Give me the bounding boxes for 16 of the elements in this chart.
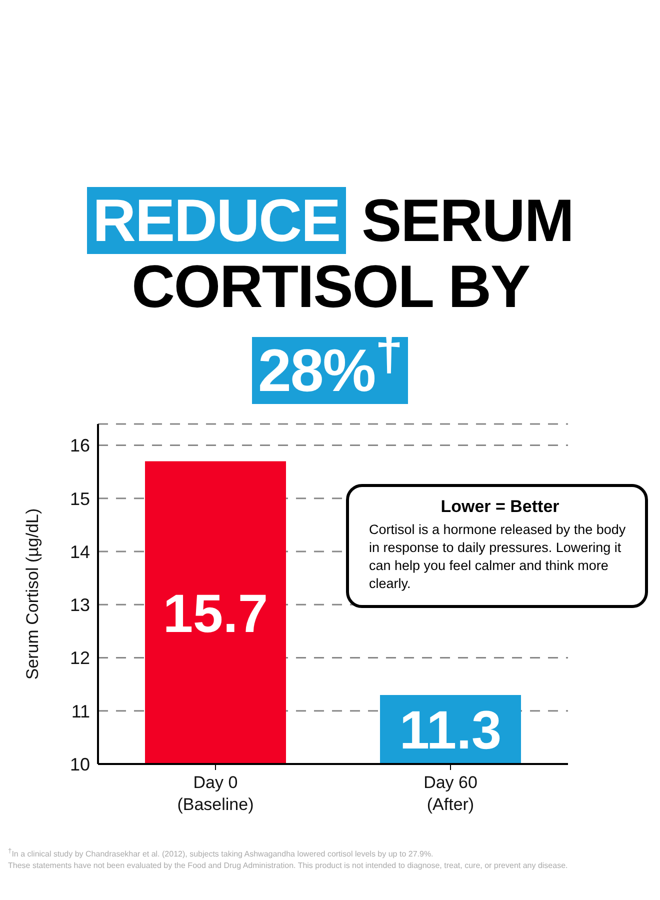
data-label: 15.7 xyxy=(162,584,268,644)
x-tick-label: Day 60 (After) xyxy=(424,773,478,814)
y-tick-label: 13 xyxy=(70,595,90,616)
annotation: Lower = Better xyxy=(440,497,560,517)
text: These statements have not been evaluated by the Food and Drug Administration. This product is not intended to diagnose, treat, cure, or prevent any disease. xyxy=(8,860,569,871)
y-tick-label: 16 xyxy=(70,436,90,456)
y-axis-title: Serum Cortisol (µg/dL) xyxy=(23,508,42,680)
text: $^{†}$In a clinical study by Chandrasekhar et al. (2012), subjects taking Ashwagandha lowered cortisol levels by up to 27.9%. xyxy=(8,847,434,860)
y-tick-label: 15 xyxy=(70,488,90,509)
data-label: 11.3 xyxy=(399,700,502,761)
y-tick-label: 10 xyxy=(70,754,90,774)
x-tick-label: Day 0 (Baseline) xyxy=(177,773,254,814)
y-tick-label: 12 xyxy=(70,648,90,668)
y-tick-label: 11 xyxy=(71,701,90,722)
y-tick-label: 14 xyxy=(70,542,90,562)
annotation: Cortisol is a hormone released by the body in response to daily pressures. Lowering it can help you feel calmer and think more clearly. xyxy=(369,521,627,593)
